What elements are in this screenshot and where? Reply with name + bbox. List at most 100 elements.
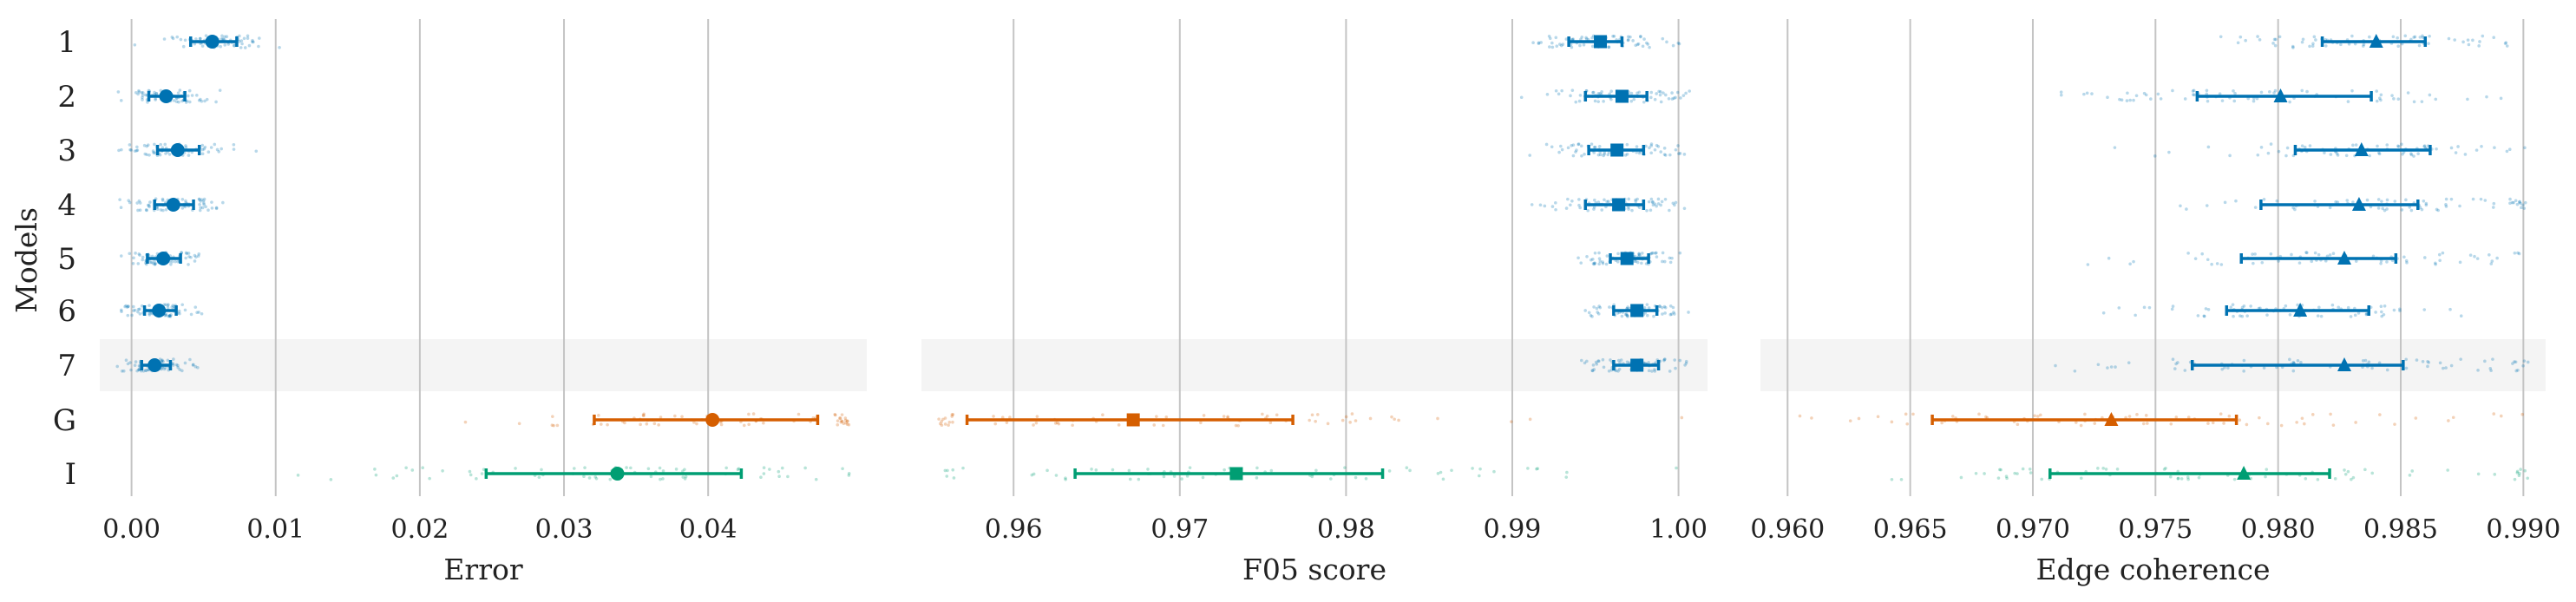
sample-dot xyxy=(1539,41,1543,44)
sample-dot xyxy=(1578,43,1582,48)
sample-dot xyxy=(2134,94,2139,98)
sample-dot xyxy=(134,90,138,95)
sample-dot xyxy=(2200,252,2205,256)
sample-dot xyxy=(169,263,173,266)
sample-dot xyxy=(147,311,151,316)
sample-dot xyxy=(2353,313,2357,317)
sample-dot xyxy=(1593,198,1596,202)
sample-dot xyxy=(158,357,162,361)
sample-dot xyxy=(2232,88,2235,93)
sample-dot xyxy=(1655,251,1658,255)
sample-dot xyxy=(2277,259,2280,263)
sample-dot xyxy=(1632,97,1636,101)
sample-dot xyxy=(1681,94,1686,97)
sample-dot xyxy=(1899,477,1904,481)
sample-dot xyxy=(172,99,176,102)
sample-dot xyxy=(2379,261,2383,265)
sample-dot xyxy=(1591,363,1596,367)
sample-dot xyxy=(1625,152,1629,156)
sample-dot xyxy=(2328,206,2332,210)
sample-dot xyxy=(1528,417,1532,422)
sample-dot xyxy=(1436,472,1440,475)
sample-dot xyxy=(164,313,168,317)
sample-dot xyxy=(1655,255,1659,258)
sample-dot xyxy=(2456,145,2460,148)
sample-dot xyxy=(2365,198,2370,202)
sample-dot xyxy=(2444,205,2448,208)
sample-dot xyxy=(2344,154,2349,158)
sample-dot xyxy=(2343,472,2348,476)
sample-dot xyxy=(202,147,206,151)
sample-dot xyxy=(214,206,219,210)
sample-dot xyxy=(2004,474,2009,479)
sample-dot xyxy=(1587,311,1591,315)
sample-dot xyxy=(1596,311,1599,314)
sample-dot xyxy=(2329,153,2333,156)
sample-dot xyxy=(1577,99,1582,103)
sample-dot xyxy=(164,207,168,212)
sample-dot xyxy=(160,367,164,371)
sample-dot xyxy=(2488,253,2491,257)
sample-dot xyxy=(1598,259,1603,263)
sample-dot xyxy=(1478,467,1482,471)
sample-dot xyxy=(2333,477,2337,481)
sample-dot xyxy=(1559,144,1563,148)
sample-dot xyxy=(1583,361,1587,365)
sample-dot xyxy=(1632,259,1636,263)
sample-dot xyxy=(1629,99,1634,103)
highlight-band xyxy=(921,339,1708,391)
sample-dot xyxy=(1583,309,1587,312)
sample-dot xyxy=(189,312,193,317)
sample-dot xyxy=(606,422,609,427)
sample-dot xyxy=(187,154,191,157)
sample-dot xyxy=(1655,92,1658,95)
sample-dot xyxy=(1597,144,1602,148)
sample-dot xyxy=(2186,416,2191,419)
sample-dot xyxy=(200,99,204,103)
sample-dot xyxy=(200,143,205,147)
sample-dot xyxy=(2128,262,2132,266)
sample-dot xyxy=(1162,474,1166,479)
sample-dot xyxy=(2258,416,2261,420)
sample-dot xyxy=(1647,369,1651,373)
sample-dot xyxy=(1569,203,1572,207)
sample-dot xyxy=(1645,303,1649,306)
x-tick-label: 0.965 xyxy=(1873,514,1948,545)
sample-dot xyxy=(1635,145,1639,148)
sample-dot xyxy=(193,364,198,369)
sample-dot xyxy=(162,367,167,371)
sample-dot xyxy=(1616,259,1620,264)
sample-dot xyxy=(143,93,147,97)
sample-dot xyxy=(2253,206,2258,209)
sample-dot xyxy=(943,416,947,420)
sample-dot xyxy=(2183,369,2187,372)
sample-dot xyxy=(1662,259,1667,264)
sample-dot xyxy=(180,198,185,201)
sample-dot xyxy=(1560,147,1564,152)
sample-dot xyxy=(1269,468,1274,473)
sample-dot xyxy=(1676,41,1681,45)
sample-dot xyxy=(1146,468,1150,471)
sample-dot xyxy=(1637,151,1642,155)
sample-dot xyxy=(1634,198,1637,202)
sample-dot xyxy=(1597,257,1602,260)
sample-dot xyxy=(2489,369,2493,373)
sample-dot xyxy=(2313,251,2317,255)
sample-dot xyxy=(844,421,848,425)
sample-dot xyxy=(475,477,478,481)
sample-dot xyxy=(2361,44,2365,48)
sample-dot xyxy=(1236,423,1241,428)
sample-dot xyxy=(1647,200,1651,204)
sample-dot xyxy=(2316,478,2320,481)
mean-marker xyxy=(2354,142,2369,156)
sample-dot xyxy=(2262,197,2266,201)
sample-dot xyxy=(2461,40,2465,44)
sample-dot xyxy=(1644,144,1648,148)
sample-dot xyxy=(845,419,849,422)
sample-dot xyxy=(2079,476,2083,481)
sample-dot xyxy=(2426,364,2429,369)
sample-dot xyxy=(1635,197,1639,201)
mean-marker xyxy=(1630,304,1644,317)
sample-dot xyxy=(1344,415,1348,419)
